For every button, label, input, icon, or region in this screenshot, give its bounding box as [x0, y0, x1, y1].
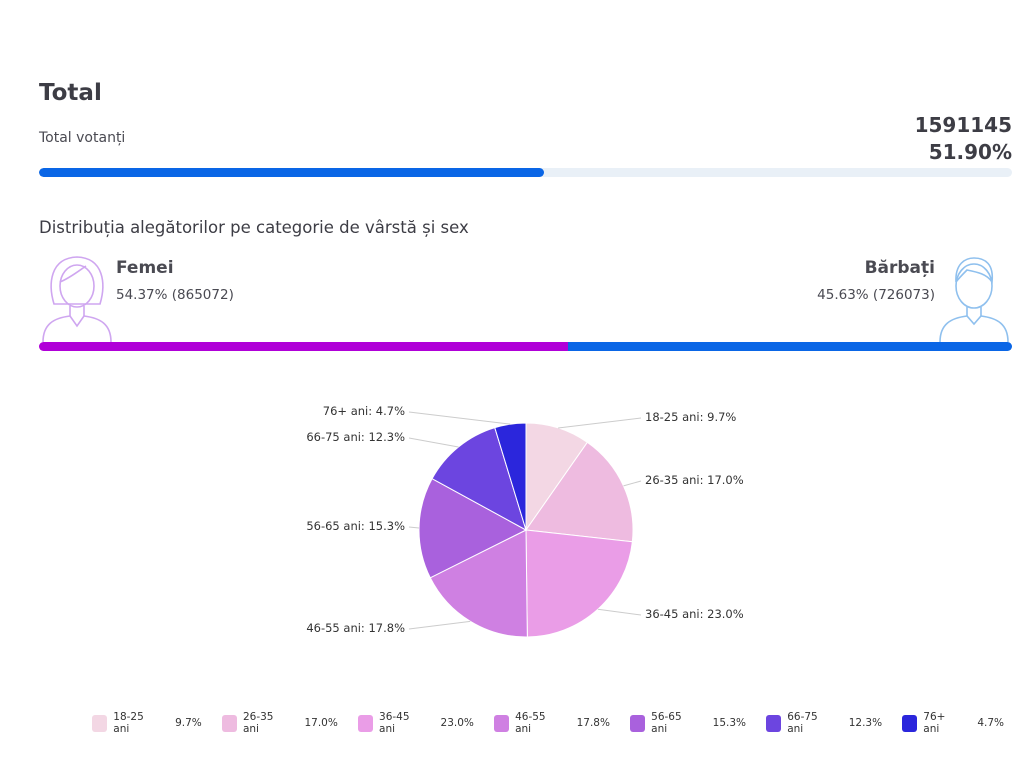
pie-leader-line: [408, 411, 511, 425]
legend-item[interactable]: 46-55 ani 17.8%: [493, 711, 610, 735]
age-pie-chart: [408, 411, 642, 638]
legend-item[interactable]: 56-65 ani 15.3%: [629, 711, 747, 735]
legend-item[interactable]: 36-45 ani 23.0%: [357, 711, 474, 735]
pie-slice-76-ani[interactable]: [494, 422, 527, 531]
legend-swatch: [766, 714, 782, 732]
legend-label: 36-45 ani: [379, 711, 410, 735]
legend-value: 17.8%: [576, 717, 610, 729]
legend-item[interactable]: 76+ ani 4.7%: [902, 711, 1004, 735]
female-avatar-icon: [42, 256, 112, 343]
distribution-title: Distribuția alegătorilor pe categorie de…: [39, 218, 469, 237]
pie-leader-line: [408, 437, 459, 448]
total-voters-label: Total votanți: [39, 130, 126, 146]
total-voters-count: 1591145: [914, 113, 1012, 137]
legend-label: 18-25 ani: [113, 711, 144, 735]
legend-label: 66-75 ani: [787, 711, 818, 735]
pie-data-label: 18-25 ani: 9.7%: [645, 410, 737, 424]
pie-data-label: 26-35 ani: 17.0%: [645, 473, 744, 487]
legend-value: 12.3%: [848, 717, 883, 729]
chart-legend: 18-25 ani 9.7% 26-35 ani 17.0% 36-45 ani 23.0…: [92, 711, 1024, 735]
legend-swatch: [221, 714, 237, 732]
male-label: Bărbați: [864, 258, 935, 278]
pie-slice-26-35-ani[interactable]: [525, 441, 634, 543]
legend-value: 17.0%: [304, 717, 338, 729]
male-value: 45.63% (726073): [817, 287, 935, 303]
legend-swatch: [357, 714, 374, 732]
pie-data-label: 76+ ani: 4.7%: [322, 404, 405, 418]
pie-leader-line: [558, 417, 642, 429]
pie-leader-line: [408, 526, 420, 529]
legend-label: 26-35 ani: [242, 711, 274, 735]
legend-label: 56-65 ani: [651, 711, 682, 735]
female-share-fill: [39, 342, 569, 351]
legend-label: 46-55 ani: [515, 711, 546, 735]
gender-split-bar: [39, 342, 1012, 351]
legend-value: 23.0%: [440, 717, 474, 729]
pie-leader-line: [597, 608, 642, 616]
turnout-progress-fill: [39, 168, 544, 177]
male-avatar-icon: [939, 257, 1009, 343]
female-value: 54.37% (865072): [116, 287, 234, 303]
pie-slice-36-45-ani[interactable]: [525, 529, 633, 638]
turnout-progress-bar: [39, 168, 1012, 177]
legend-label: 76+ ani: [923, 711, 946, 735]
pie-data-label: 66-75 ani: 12.3%: [306, 430, 405, 444]
legend-swatch: [902, 714, 918, 732]
male-share-fill: [568, 342, 1012, 351]
legend-item[interactable]: 18-25 ani 9.7%: [92, 711, 202, 735]
legend-value: 15.3%: [712, 717, 747, 729]
pie-data-label: 56-65 ani: 15.3%: [306, 519, 405, 533]
legend-swatch: [493, 714, 510, 732]
legend-value: 4.7%: [977, 717, 1005, 729]
legend-value: 9.7%: [175, 717, 202, 729]
pie-data-label: 36-45 ani: 23.0%: [645, 607, 744, 621]
pie-leader-line: [408, 620, 471, 630]
total-voters-percent: 51.90%: [928, 140, 1012, 164]
legend-item[interactable]: 66-75 ani 12.3%: [766, 711, 882, 735]
legend-item[interactable]: 26-35 ani 17.0%: [221, 711, 338, 735]
pie-leader-line: [623, 480, 642, 487]
female-label: Femei: [116, 258, 174, 278]
legend-swatch: [629, 714, 646, 732]
legend-swatch: [92, 714, 108, 732]
total-title: Total: [39, 80, 102, 106]
pie-data-label: 46-55 ani: 17.8%: [306, 621, 405, 635]
